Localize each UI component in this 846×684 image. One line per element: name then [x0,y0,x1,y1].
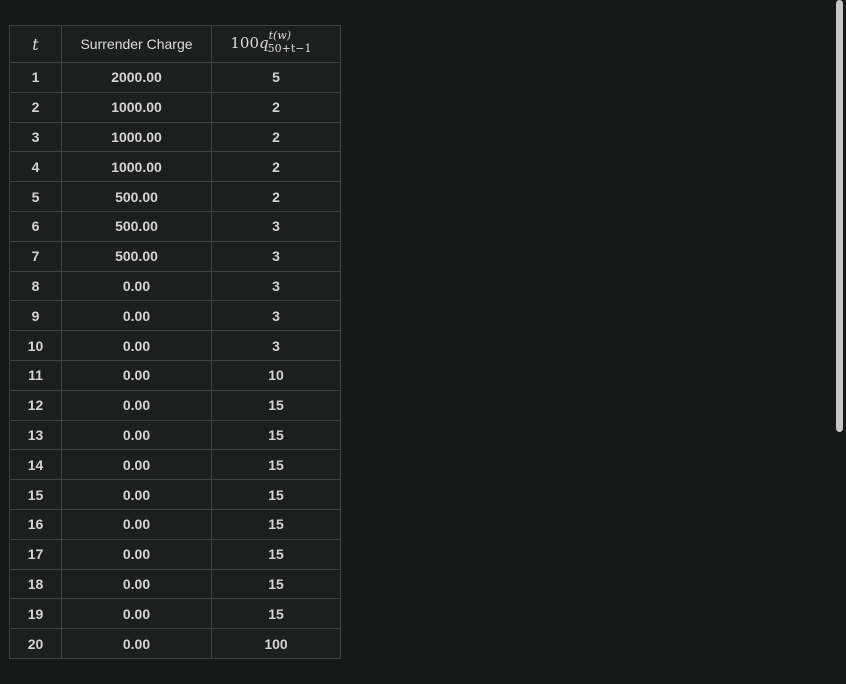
cell-t: 17 [9,538,62,570]
cell-surrender-charge: 0.00 [61,270,212,302]
cell-mortality-rate: 2 [211,151,341,183]
table-row: 9 0.00 3 [9,300,341,332]
table-row: 11 0.00 10 [9,359,341,391]
formula-scripts: t(w) 50+t−1 [267,29,320,57]
cell-mortality-rate: 15 [211,419,341,451]
cell-surrender-charge: 500.00 [61,240,212,272]
cell-mortality-rate: 15 [211,479,341,510]
cell-mortality-rate: 10 [211,359,341,391]
cell-surrender-charge: 0.00 [61,538,212,570]
table-row: 20 0.00 100 [9,628,341,659]
cell-mortality-rate: 15 [211,598,341,630]
cell-t: 11 [9,359,62,391]
header-surrender-charge-label: Surrender Charge [80,36,193,52]
cell-t: 15 [9,479,62,510]
header-mortality-formula: 100q t(w) 50+t−1 [230,29,321,57]
cell-mortality-rate: 3 [211,300,341,332]
cell-mortality-rate: 2 [211,121,341,153]
cell-mortality-rate: 15 [211,508,341,540]
cell-t: 20 [9,628,62,659]
cell-surrender-charge: 0.00 [61,330,212,361]
cell-mortality-rate: 3 [211,210,341,242]
formula-superscript: t(w) [268,29,292,42]
table-body: 1 2000.00 5 2 1000.00 2 3 1000.00 2 4 1000.00 2 5 500… [9,62,341,659]
cell-surrender-charge: 500.00 [61,210,212,242]
cell-surrender-charge: 1000.00 [61,151,212,183]
cell-mortality-rate: 3 [211,330,341,361]
table-row: 16 0.00 15 [9,508,341,540]
cell-t: 6 [9,210,62,242]
table-row: 18 0.00 15 [9,568,341,600]
cell-mortality-rate: 15 [211,389,341,421]
table-container: t Surrender Charge 100q t(w) 50+t−1 1 2000.… [9,25,341,659]
cell-t: 9 [9,300,62,332]
vertical-scrollbar[interactable] [836,0,844,684]
cell-surrender-charge: 0.00 [61,300,212,332]
cell-t: 4 [9,151,62,183]
cell-mortality-rate: 15 [211,538,341,570]
table-row: 13 0.00 15 [9,419,341,451]
scrollbar-thumb[interactable] [836,0,843,432]
cell-t: 3 [9,121,62,153]
cell-t: 10 [9,330,62,361]
table-row: 19 0.00 15 [9,598,341,630]
cell-surrender-charge: 0.00 [61,508,212,540]
cell-t: 13 [9,419,62,451]
cell-surrender-charge: 0.00 [61,389,212,421]
cell-surrender-charge: 1000.00 [61,91,212,123]
cell-mortality-rate: 2 [211,181,341,212]
table-row: 4 1000.00 2 [9,151,341,183]
table-row: 6 500.00 3 [9,210,341,242]
cell-t: 16 [9,508,62,540]
table-row: 1 2000.00 5 [9,62,341,93]
cell-t: 8 [9,270,62,302]
cell-t: 1 [9,62,62,93]
table-row: 14 0.00 15 [9,449,341,481]
table-row: 10 0.00 3 [9,330,341,361]
header-mortality-rate: 100q t(w) 50+t−1 [211,25,341,63]
cell-t: 7 [9,240,62,272]
surrender-charge-table: t Surrender Charge 100q t(w) 50+t−1 1 2000.… [9,25,341,659]
formula-variable: q [259,34,269,52]
table-header: t Surrender Charge 100q t(w) 50+t−1 [9,25,341,63]
cell-surrender-charge: 0.00 [61,449,212,481]
cell-surrender-charge: 0.00 [61,598,212,630]
table-row: 3 1000.00 2 [9,121,341,153]
table-row: 7 500.00 3 [9,240,341,272]
header-t: t [9,25,62,63]
table-row: 15 0.00 15 [9,479,341,510]
cell-mortality-rate: 15 [211,568,341,600]
table-row: 2 1000.00 2 [9,91,341,123]
cell-surrender-charge: 500.00 [61,181,212,212]
cell-mortality-rate: 3 [211,240,341,272]
header-surrender-charge: Surrender Charge [61,25,212,63]
cell-t: 14 [9,449,62,481]
table-row: 5 500.00 2 [9,181,341,212]
cell-t: 19 [9,598,62,630]
cell-surrender-charge: 2000.00 [61,62,212,93]
cell-t: 12 [9,389,62,421]
cell-mortality-rate: 15 [211,449,341,481]
table-row: 8 0.00 3 [9,270,341,302]
cell-t: 5 [9,181,62,212]
header-t-label: t [32,34,39,54]
cell-mortality-rate: 5 [211,62,341,93]
cell-surrender-charge: 0.00 [61,479,212,510]
table-row: 17 0.00 15 [9,538,341,570]
header-row: t Surrender Charge 100q t(w) 50+t−1 [9,25,341,63]
cell-surrender-charge: 0.00 [61,568,212,600]
cell-mortality-rate: 3 [211,270,341,302]
cell-surrender-charge: 0.00 [61,359,212,391]
cell-surrender-charge: 1000.00 [61,121,212,153]
table-row: 12 0.00 15 [9,389,341,421]
cell-t: 2 [9,91,62,123]
formula-subscript: 50+t−1 [267,42,312,55]
cell-surrender-charge: 0.00 [61,628,212,659]
cell-mortality-rate: 100 [211,628,341,659]
cell-surrender-charge: 0.00 [61,419,212,451]
cell-mortality-rate: 2 [211,91,341,123]
cell-t: 18 [9,568,62,600]
formula-base: 100 [230,34,260,52]
